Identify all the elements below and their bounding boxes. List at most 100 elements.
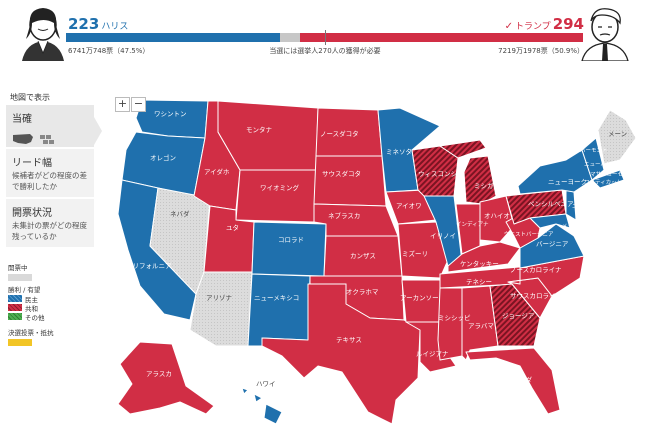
map-legend: 開票中 勝利 / 有望 民主 共和 その他 決選投票・抵抗 [8,262,88,349]
label-sd: サウスダコタ [322,169,361,178]
mode-option-called[interactable]: 当確 [6,105,102,149]
zoom-controls: + − [115,97,147,112]
state-nebraska[interactable] [313,203,399,237]
label-ar: アーカンソー [400,294,439,302]
label-hi: ハワイ [256,380,276,388]
label-oh: オハイオ [484,212,510,220]
state-maryland[interactable] [529,213,571,229]
label-nd: ノースダコタ [320,129,359,138]
state-wyoming[interactable] [235,169,317,223]
state-florida[interactable] [465,347,561,415]
state-mississippi[interactable] [437,287,463,361]
label-de: デラウェア [572,230,600,238]
label-az: アリゾナ [206,294,232,302]
trump-bar-fill [300,33,583,42]
state-ohio[interactable] [479,195,515,243]
majority-note: 当選には選挙人270人の獲得が必要 [269,47,381,55]
state-new-england[interactable] [581,137,605,181]
harris-electoral-count: 223 [68,15,100,33]
label-in: インディアナ [456,220,489,228]
label-ct: コネティカット [584,179,622,186]
map-mode-title: 地図で表示 [10,93,50,102]
cartogram-icon[interactable] [39,133,57,145]
legend-dem-swatch [8,295,22,302]
label-wi: ウィスコンシン [418,170,464,178]
label-tx: テキサス [336,336,362,344]
mode-option-counting[interactable]: 開票状況 未集計の票がどの程度残っているか [6,199,94,249]
harris-portrait [22,8,64,61]
zoom-out-button[interactable]: − [131,97,146,112]
label-ca: カリフォルニア [126,262,172,270]
mode-option-label: 当確 [12,114,32,125]
state-missouri[interactable] [397,221,449,279]
trump-electoral-count: 294 [552,15,584,33]
legend-other-swatch [8,313,22,320]
label-ma: マサチューセッツ [590,171,634,178]
state-alaska[interactable] [117,341,215,415]
state-labels: ワシントン オレゴン カリフォルニア ネバダ アイダホ モンタナ ワイオミング … [126,110,634,388]
majority-marker [324,30,326,45]
label-ak: アラスカ [146,370,172,378]
harris-tally: 223 ハリス [68,14,128,33]
state-south-dakota[interactable] [313,155,387,207]
trump-name: トランプ [514,22,551,32]
legend-dem-row: 民主 [8,294,88,304]
label-ga: ジョージア [502,312,535,320]
winner-check-icon: ✓ [504,21,513,32]
state-new-york[interactable] [517,149,593,195]
label-fl: フロリダ [506,375,533,384]
harris-bar-fill [66,33,281,42]
trump-portrait [581,8,629,61]
label-nv: ネバダ [170,209,190,218]
label-wa: ワシントン [154,110,187,118]
label-va: バージニア [536,240,569,248]
state-north-carolina[interactable] [507,255,585,297]
legend-runoff-swatch [8,339,32,346]
state-kentucky[interactable] [447,241,521,273]
label-mt: モンタナ [246,125,272,134]
results-header: 223 ハリス ✓ トランプ 294 6741万748票（47.5%） 当選には選挙人… [0,0,650,64]
label-ut: ユタ [226,223,239,232]
label-ny: ニューヨーク [548,178,587,186]
label-ne: ネブラスカ [328,211,360,220]
label-nh: ニューハンプシャー [584,161,633,168]
label-co: コロラド [278,236,304,244]
electoral-progress-bar [66,30,583,45]
legend-dem-label: 民主 [25,295,38,304]
harris-name: ハリス [101,22,129,32]
zoom-in-button[interactable]: + [115,97,130,112]
state-new-mexico[interactable] [247,273,311,347]
state-maine[interactable] [597,109,637,165]
legend-counting-label: 開票中 [8,264,28,272]
state-texas[interactable] [261,283,421,425]
legend-rep-label: 共和 [25,304,38,313]
legend-rep-row: 共和 [8,303,88,313]
mode-option-desc: 未集計の票がどの程度残っているか [12,221,87,241]
mode-option-margin[interactable]: リード幅 候補者がどの程度の差で勝利したか [6,149,94,199]
label-wy: ワイオミング [260,183,300,192]
label-ok: オクラホマ [346,288,379,296]
state-georgia[interactable] [489,283,541,347]
mode-option-desc: 候補者がどの程度の差で勝利したか [12,171,87,191]
label-mi: ミシガン [474,181,500,190]
trump-popular-vote: 7219万1978票（50.9%） [498,47,584,55]
legend-winner-label: 勝利 / 有望 [8,286,41,294]
state-connecticut-ma[interactable] [591,169,625,189]
legend-rep-swatch [8,304,22,311]
label-ky: ケンタッキー [460,259,499,268]
label-sc: サウスカロライナ [510,292,562,300]
label-il: イリノイ [430,232,456,240]
label-ia: アイオワ [396,202,422,210]
label-wv: ウエストバージニア [504,230,554,238]
us-map-icon[interactable] [12,133,34,145]
state-hawaii[interactable] [241,387,283,425]
label-nc: ノースカロライナ [510,266,562,274]
trump-tally: ✓ トランプ 294 [505,14,584,33]
label-ks: カンザス [350,252,376,260]
label-tn: テネシー [466,278,492,286]
harris-popular-vote: 6741万748票（47.5%） [68,47,150,55]
mode-option-label: リード幅 [12,158,52,169]
label-pa: ペンシルベニア [528,200,574,208]
us-election-map: ワシントン オレゴン カリフォルニア ネバダ アイダホ モンタナ ワイオミング … [117,99,637,425]
state-colorado[interactable] [251,221,327,277]
